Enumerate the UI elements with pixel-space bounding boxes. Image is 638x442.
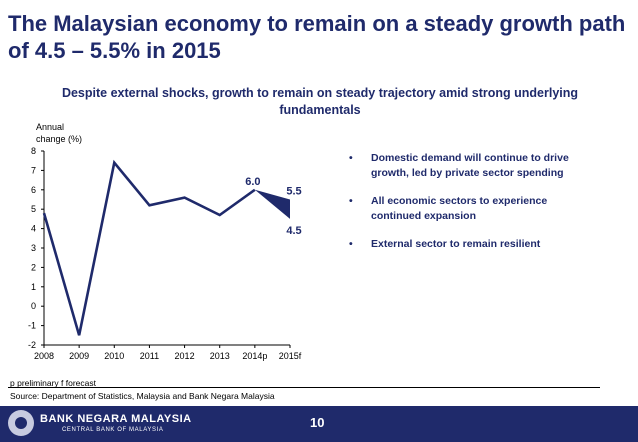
page-number: 10 [310,415,325,430]
bullet-dot: • [349,152,353,164]
x-tick-label: 2009 [69,351,89,361]
y-tick-label: 3 [31,243,36,253]
data-label-2014: 6.0 [245,176,260,188]
bank-name: BANK NEGARA MALAYSIA [40,413,192,425]
bullet-dot: • [349,238,353,250]
x-tick-label: 2015f [279,351,302,361]
data-label-2015-lower: 4.5 [286,225,301,237]
y-tick-label: -1 [28,321,36,331]
y-tick-label: 0 [31,301,36,311]
bullet-text: External sector to remain resilient [371,238,541,250]
bullet-text: Domestic demand will continue to drive g… [371,152,569,179]
y-tick-label: 4 [31,224,36,234]
x-tick-label: 2011 [140,351,159,361]
forecast-range-wedge [254,189,290,219]
bank-subtitle: CENTRAL BANK OF MALAYSIA [62,427,164,433]
bullet-text: All economic sectors to experience conti… [371,195,548,222]
slide-title: The Malaysian economy to remain on a ste… [8,11,626,63]
data-label-2015-upper: 5.5 [286,186,301,198]
y-tick-label: -2 [28,340,36,350]
source-note: Source: Department of Statistics, Malays… [10,391,275,401]
gdp-series-line [42,159,256,336]
y-axis-label: Annual change (%) [36,122,83,144]
chart-subtitle: Despite external shocks, growth to remai… [61,86,579,117]
x-tick-label: 2014p [242,351,267,361]
x-tick-label: 2010 [104,351,124,361]
y-tick-label: 8 [31,146,36,156]
y-tick-label: 5 [31,204,36,214]
footer-bar: BANK NEGARA MALAYSIA CENTRAL BANK OF MAL… [0,406,638,442]
bullet-item: • External sector to remain resilient [349,237,599,252]
x-tick-label: 2012 [175,351,195,361]
bullet-list: • Domestic demand will continue to drive … [349,151,599,265]
bullet-item: • Domestic demand will continue to drive … [349,151,599,181]
x-tick-label: 2008 [34,351,54,361]
bank-crest-icon [8,410,34,436]
divider [8,387,600,388]
y-tick-label: 2 [31,262,36,272]
y-tick-label: 7 [31,165,36,175]
bullet-dot: • [349,195,353,207]
y-tick-label: 6 [31,185,36,195]
y-tick-label: 1 [31,282,36,292]
footnote: p preliminary f forecast [10,378,96,388]
bullet-item: • All economic sectors to experience cont… [349,194,599,224]
x-tick-label: 2013 [210,351,230,361]
